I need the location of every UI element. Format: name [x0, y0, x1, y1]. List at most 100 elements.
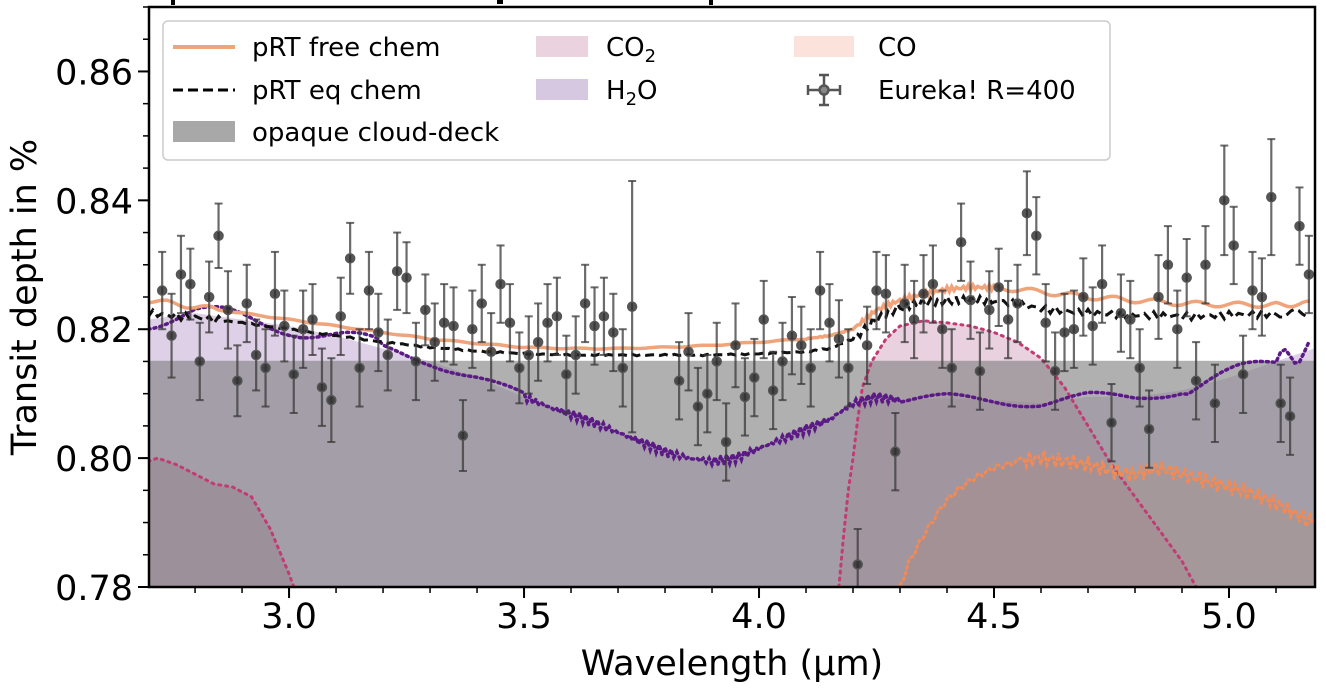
data-point [579, 263, 591, 344]
data-point [1294, 186, 1305, 266]
data-point [890, 412, 901, 492]
data-point [1040, 283, 1051, 363]
data-point [354, 328, 365, 408]
data-point [316, 347, 328, 427]
data-point [250, 318, 262, 392]
data-point [814, 250, 826, 331]
data-marker [1078, 291, 1089, 303]
legend-entry-h2o: H2O [536, 76, 657, 110]
data-point [984, 270, 995, 350]
data-point [1087, 286, 1098, 366]
data-marker [485, 346, 497, 358]
data-marker [899, 298, 910, 309]
data-marker [890, 446, 901, 457]
data-point [1219, 144, 1230, 257]
legend-label-eureka: Eureka! R=400 [878, 76, 1076, 106]
data-point [269, 250, 281, 337]
data-point [965, 260, 976, 340]
data-point [1275, 363, 1286, 443]
y-tick-label: 0.78 [55, 569, 133, 609]
data-point [476, 263, 487, 344]
data-marker [1284, 410, 1296, 422]
data-point [1143, 389, 1155, 469]
data-point [1002, 279, 1014, 360]
legend-entry-eq-chem: pRT eq chem [173, 76, 422, 106]
data-marker [1087, 320, 1098, 332]
data-marker [457, 430, 469, 441]
data-marker [514, 362, 525, 374]
data-point [156, 250, 168, 331]
data-point [232, 344, 243, 418]
y-tick-label: 0.80 [55, 440, 133, 480]
data-point [683, 312, 694, 392]
data-point [213, 202, 224, 269]
legend-swatch-co2 [536, 36, 588, 57]
legend-entry-cloud-deck: opaque cloud-deck [173, 118, 499, 148]
legend-entry-eureka: Eureka! R=400 [806, 73, 1076, 107]
data-marker [156, 285, 168, 296]
data-marker [1219, 195, 1230, 206]
data-point [626, 180, 638, 434]
data-marker [1125, 314, 1136, 325]
data-marker [1068, 323, 1080, 335]
data-point [222, 270, 234, 350]
data-marker [937, 323, 948, 335]
data-point [279, 289, 290, 363]
legend-label-h2o: H2O [606, 76, 657, 110]
x-tick-label: 4.5 [966, 597, 1022, 637]
data-marker [683, 346, 694, 358]
data-marker [401, 272, 412, 283]
data-point [833, 299, 845, 379]
legend-frame [162, 20, 1111, 161]
data-marker [495, 278, 506, 290]
data-marker [326, 394, 337, 406]
data-point [702, 354, 713, 434]
data-point [899, 263, 910, 344]
data-marker [814, 285, 826, 296]
data-marker [673, 375, 685, 387]
data-point [608, 292, 619, 373]
data-point [861, 305, 873, 385]
data-point [955, 202, 967, 282]
data-point [852, 528, 863, 587]
legend-swatch-co [794, 36, 854, 57]
data-marker [1031, 230, 1042, 242]
data-point [410, 321, 422, 402]
data-point [1049, 331, 1061, 411]
data-marker [702, 388, 713, 399]
co2-line-right [837, 319, 1198, 587]
data-marker [467, 323, 478, 335]
y-tick-label: 0.86 [55, 53, 133, 93]
data-marker [420, 304, 431, 316]
data-point [927, 244, 939, 324]
data-point [1303, 234, 1315, 315]
data-point [504, 283, 516, 363]
data-point [720, 402, 732, 482]
data-point [551, 276, 563, 356]
data-marker [1012, 298, 1023, 309]
data-point [241, 263, 253, 344]
data-point [467, 289, 478, 369]
data-point [1181, 238, 1192, 318]
data-point [758, 279, 769, 360]
data-point [673, 341, 685, 421]
data-marker [269, 288, 281, 300]
x-axis-label: Wavelength (μm) [581, 644, 883, 684]
data-marker [504, 317, 516, 329]
data-point [824, 283, 835, 363]
data-marker [777, 356, 788, 367]
data-point [1209, 363, 1221, 443]
data-marker [1256, 291, 1268, 303]
data-point [363, 250, 375, 331]
data-marker [551, 311, 563, 322]
data-marker [796, 340, 807, 351]
data-point [1059, 292, 1070, 373]
data-point [974, 331, 986, 411]
data-point [175, 234, 187, 315]
data-point [598, 276, 610, 356]
data-marker [166, 330, 177, 341]
data-marker [786, 330, 798, 341]
data-marker [955, 236, 967, 248]
data-marker [871, 285, 882, 296]
data-marker [720, 436, 732, 448]
